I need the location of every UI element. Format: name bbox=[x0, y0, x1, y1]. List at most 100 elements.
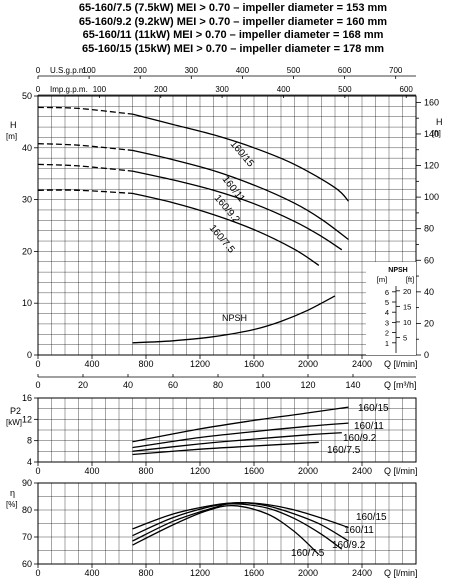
y-axis-label: η bbox=[10, 488, 15, 498]
m3h-axis-tick-label: 120 bbox=[300, 380, 315, 390]
x-tick-label: 1200 bbox=[190, 568, 210, 578]
plot-frame bbox=[37, 482, 417, 565]
x-tick-label: 1200 bbox=[190, 359, 210, 369]
npsh-axis-unit-ft: [ft] bbox=[406, 275, 414, 284]
head-chart: 0 400 800 1200 1600 2000 2400 Q [l/min]01020304… bbox=[6, 66, 443, 390]
y-axis-unit: [m] bbox=[6, 132, 17, 141]
top-axis-tick-label: 400 bbox=[277, 85, 291, 94]
x-axis-label: Q [l/min] bbox=[384, 466, 418, 476]
x-tick-label: 400 bbox=[84, 466, 99, 476]
curve-label-power-160-7-5: 160/7.5 bbox=[327, 445, 361, 456]
curve-npsh bbox=[132, 295, 336, 344]
y-tick-label: 0 bbox=[27, 350, 32, 360]
header-line-9-2: 65-160/9.2 (9.2kW) MEI > 0.70 – impeller… bbox=[78, 15, 388, 28]
y-axis-label: P2 bbox=[10, 406, 21, 416]
top-axis-label: Imp.g.p.m. bbox=[50, 85, 88, 94]
efficiency-chart: 0 400 800 1200 1600 2000 2400 Q [l/min] 60 70 80 90… bbox=[6, 478, 418, 578]
curve-160-7-5 bbox=[132, 441, 319, 456]
top-axis-tick-label: 400 bbox=[236, 66, 250, 75]
curve-dashed-160-9-2 bbox=[37, 163, 133, 172]
x-axis-label: Q [l/min] bbox=[384, 359, 418, 369]
top-axis-tick-label: 600 bbox=[400, 85, 414, 94]
y-tick-label: 40 bbox=[22, 143, 32, 153]
x-tick-label: 0 bbox=[35, 466, 40, 476]
right-axis-tick-label: 120 bbox=[424, 161, 439, 171]
x-tick-label: 2000 bbox=[298, 568, 318, 578]
right-axis-tick-label: 60 bbox=[424, 255, 434, 265]
x-tick-label: 800 bbox=[138, 466, 153, 476]
npsh-ft-tick-label: 10 bbox=[403, 318, 411, 327]
curve-160-11 bbox=[132, 502, 349, 542]
m3h-axis-label: Q [m³/h] bbox=[384, 380, 417, 390]
x-tick-label: 1600 bbox=[244, 568, 264, 578]
m3h-axis-tick-label: 60 bbox=[168, 380, 178, 390]
x-tick-label: 800 bbox=[138, 568, 153, 578]
npsh-ft-tick-label: 15 bbox=[403, 302, 411, 311]
top-axis-zero: 0 bbox=[36, 85, 41, 94]
top-axis-tick-label: 100 bbox=[82, 66, 96, 75]
header-line-15: 65-160/15 (15kW) MEI > 0.70 – impeller d… bbox=[81, 42, 385, 55]
npsh-m-tick-label: 1 bbox=[385, 339, 389, 348]
curve-160-15 bbox=[132, 113, 349, 202]
top-axis-tick-label: 300 bbox=[215, 85, 229, 94]
m3h-axis-tick-label: 100 bbox=[255, 380, 270, 390]
x-tick-label: 400 bbox=[84, 359, 99, 369]
x-tick-label: 2400 bbox=[352, 466, 372, 476]
top-axis-tick-label: 100 bbox=[93, 85, 107, 94]
right-axis-tick-label: 80 bbox=[424, 224, 434, 234]
y-tick-label: 12 bbox=[22, 414, 32, 424]
header-line-7-5: 65-160/7.5 (7.5kW) MEI > 0.70 – impeller… bbox=[78, 2, 388, 14]
curve-label-eff-160-11: 160/11 bbox=[344, 525, 374, 536]
y-tick-label: 20 bbox=[22, 246, 32, 256]
y-tick-label: 10 bbox=[22, 298, 32, 308]
npsh-m-tick-label: 3 bbox=[385, 318, 389, 327]
x-tick-label: 2000 bbox=[298, 466, 318, 476]
top-axis-tick-label: 300 bbox=[185, 66, 199, 75]
curve-160-7-5 bbox=[132, 192, 320, 266]
x-tick-label: 2400 bbox=[352, 568, 372, 578]
right-axis-tick-label: 40 bbox=[424, 287, 434, 297]
x-tick-label: 400 bbox=[84, 568, 99, 578]
x-tick-label: 0 bbox=[35, 359, 40, 369]
npsh-curve-label: NPSH bbox=[222, 313, 247, 323]
right-axis-tick-label: 100 bbox=[424, 192, 439, 202]
top-axis-tick-label: 600 bbox=[338, 66, 352, 75]
top-axis-tick-label: 200 bbox=[134, 66, 148, 75]
x-tick-label: 800 bbox=[138, 359, 153, 369]
curve-label-power-160-11: 160/11 bbox=[354, 421, 384, 432]
y-axis-label: H bbox=[10, 120, 17, 130]
y-tick-label: 4 bbox=[27, 457, 32, 467]
x-tick-label: 1600 bbox=[244, 359, 264, 369]
y-tick-label: 60 bbox=[22, 559, 32, 569]
npsh-axis-backdrop bbox=[366, 262, 416, 355]
y-tick-label: 8 bbox=[27, 436, 32, 446]
x-axis-label: Q [l/min] bbox=[384, 568, 418, 578]
right-axis-tick-label: 160 bbox=[424, 97, 439, 107]
y-tick-label: 80 bbox=[22, 505, 32, 515]
x-tick-label: 2000 bbox=[298, 359, 318, 369]
top-axis-tick-label: 700 bbox=[389, 66, 403, 75]
m3h-axis-tick-label: 80 bbox=[213, 380, 223, 390]
x-tick-label: 1200 bbox=[190, 466, 210, 476]
curve-160-7-5 bbox=[132, 504, 320, 555]
curve-160-9-2 bbox=[132, 170, 343, 251]
m3h-axis-tick-label: 0 bbox=[35, 380, 40, 390]
curve-dashed-160-11 bbox=[37, 143, 133, 152]
right-axis-tick-label: 20 bbox=[424, 318, 434, 328]
x-tick-label: 1600 bbox=[244, 466, 264, 476]
x-tick-label: 0 bbox=[35, 568, 40, 578]
npsh-ft-tick-label: 20 bbox=[403, 287, 411, 296]
y-tick-label: 70 bbox=[22, 532, 32, 542]
npsh-ft-tick-label: 5 bbox=[403, 333, 407, 342]
curve-160-15 bbox=[132, 406, 349, 443]
right-axis-tick-label: 140 bbox=[424, 129, 439, 139]
m3h-axis-tick-label: 140 bbox=[345, 380, 360, 390]
y-axis-unit: [kW] bbox=[6, 418, 22, 427]
top-axis-tick-label: 500 bbox=[287, 66, 301, 75]
npsh-m-tick-label: 4 bbox=[385, 308, 389, 317]
curve-label-power-160-9-2: 160/9.2 bbox=[343, 433, 377, 444]
curve-label-head-160-7-5: 160/7.5 bbox=[207, 223, 237, 256]
power-chart: 0 400 800 1200 1600 2000 2400 Q [l/min] 4 8 12 16P2… bbox=[6, 393, 418, 476]
npsh-axis-title: NPSH bbox=[388, 267, 407, 274]
